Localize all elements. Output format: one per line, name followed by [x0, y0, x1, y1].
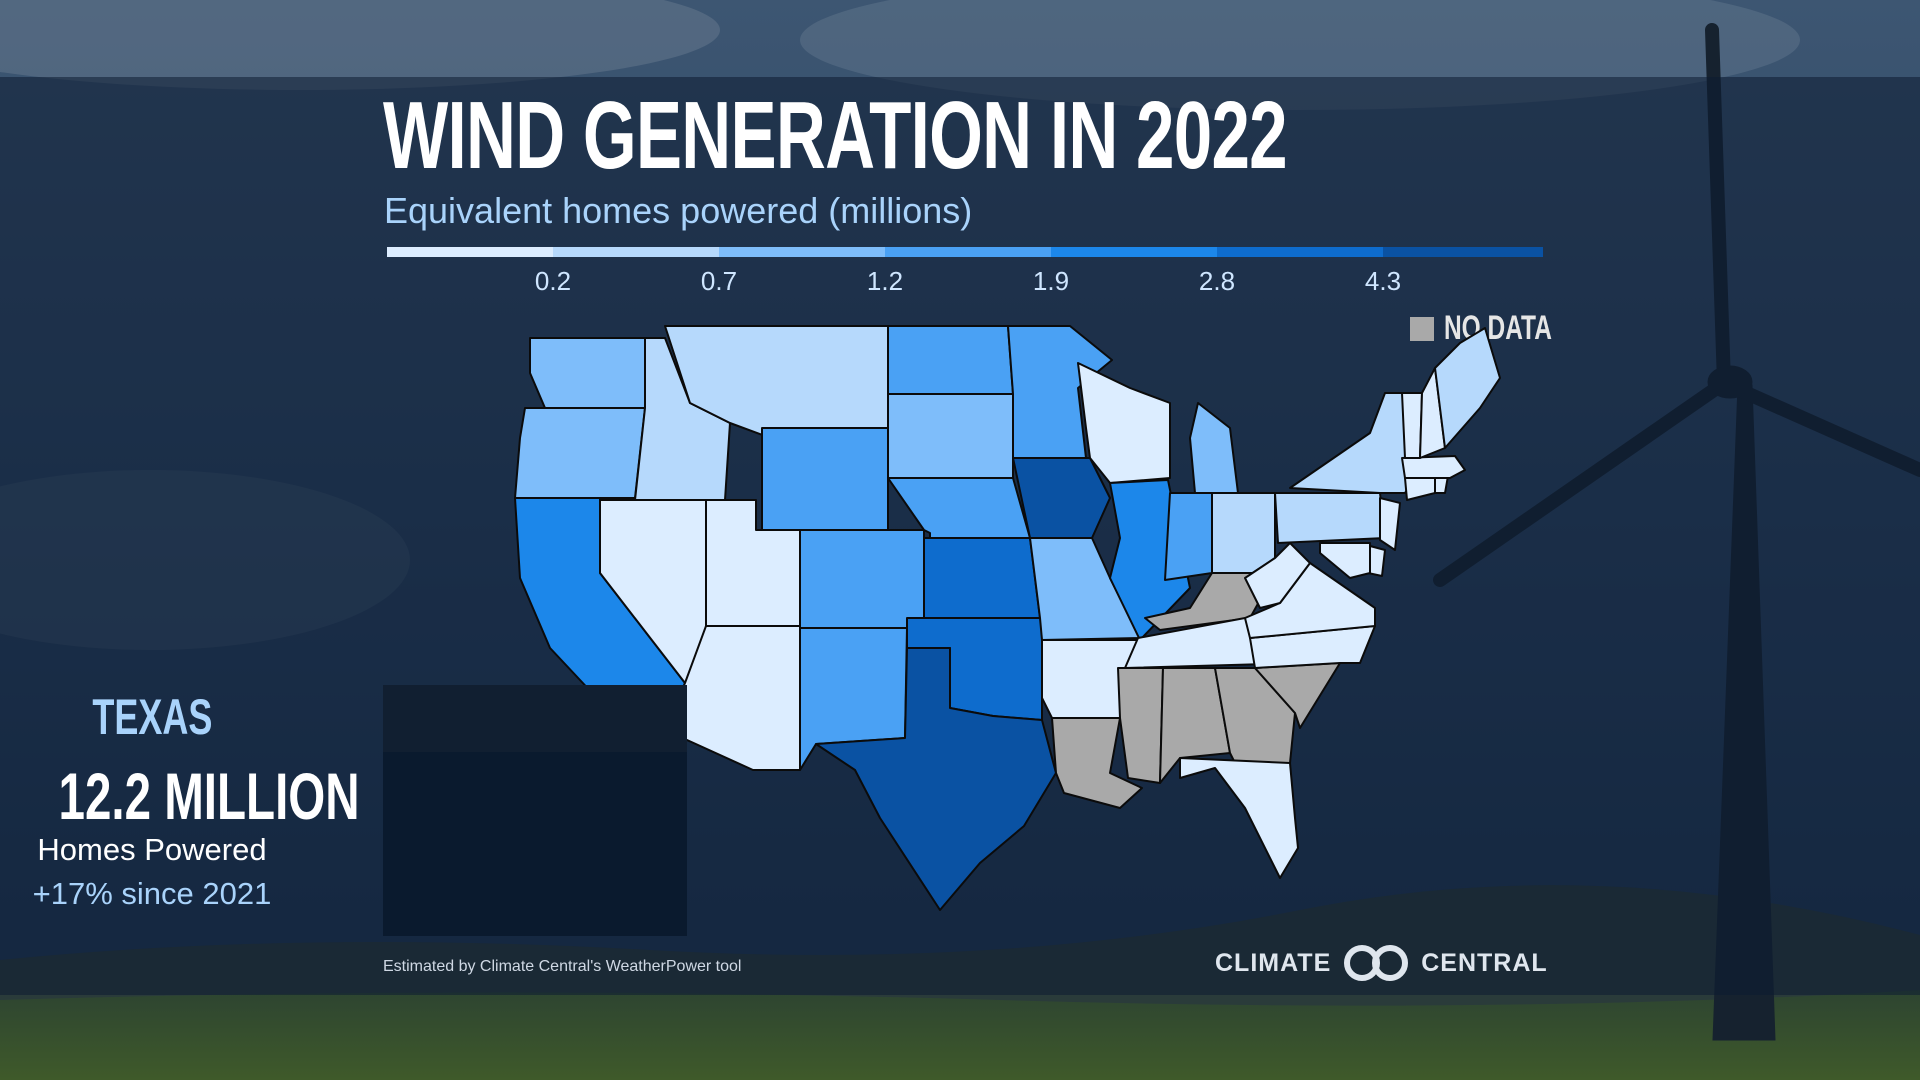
texas-callout — [383, 685, 687, 936]
state-ny — [1289, 392, 1421, 494]
legend-tick: 0.2 — [534, 266, 572, 296]
subtitle: Equivalent homes powered (millions) — [384, 190, 973, 231]
legend-bin-1 — [387, 247, 553, 257]
legend-bin-5 — [1051, 247, 1217, 257]
page-title: WIND GENERATION IN 2022 — [383, 82, 1288, 189]
state-fl — [1179, 757, 1299, 879]
logo-rings-icon — [1344, 945, 1409, 981]
legend-tick: 4.3 — [1364, 266, 1402, 296]
state-mn — [1007, 325, 1113, 459]
legend-bin-6 — [1217, 247, 1383, 257]
legend-tick: 0.7 — [700, 266, 738, 296]
state-pa — [1274, 492, 1386, 544]
callout-value: 12.2 MILLION — [58, 759, 360, 833]
us-states-map — [514, 325, 1501, 911]
state-ma — [1401, 455, 1466, 479]
state-tx — [815, 647, 1057, 911]
state-in — [1164, 492, 1213, 581]
legend-tick: 1.2 — [866, 266, 904, 296]
state-mi — [1189, 402, 1239, 494]
state-ks — [923, 537, 1041, 619]
no-data-swatch — [1410, 316, 1434, 341]
logo-word-right: CENTRAL — [1421, 948, 1548, 977]
state-wv — [1244, 542, 1311, 609]
state-al — [1159, 667, 1231, 784]
source-note: Estimated by Climate Central's WeatherPo… — [383, 958, 742, 975]
callout-units: Homes Powered — [37, 832, 267, 867]
state-sd — [887, 393, 1014, 479]
state-vt — [1401, 392, 1423, 459]
state-ia — [1012, 457, 1111, 539]
legend-bin-3 — [719, 247, 885, 257]
legend-bin-2 — [553, 247, 719, 257]
state-nj — [1379, 497, 1401, 551]
legend-tick: 1.9 — [1032, 266, 1070, 296]
state-ms — [1117, 667, 1164, 784]
state-co — [799, 529, 925, 629]
state-ct — [1404, 475, 1436, 501]
state-id — [634, 337, 731, 501]
climate-central-logo: CLIMATE CENTRAL — [1215, 944, 1548, 982]
legend-bin-7 — [1383, 247, 1543, 257]
state-me — [1434, 327, 1501, 449]
state-wy — [761, 427, 889, 531]
callout-state: TEXAS — [91, 689, 213, 745]
callout-change: +17% since 2021 — [32, 876, 272, 911]
state-md — [1319, 542, 1371, 579]
color-legend — [387, 247, 1543, 257]
state-la — [1051, 717, 1143, 809]
state-or — [514, 407, 646, 499]
logo-word-left: CLIMATE — [1215, 948, 1332, 977]
state-wa — [529, 337, 646, 409]
state-nd — [887, 325, 1014, 395]
legend-tick: 2.8 — [1198, 266, 1236, 296]
legend-bin-4 — [885, 247, 1051, 257]
